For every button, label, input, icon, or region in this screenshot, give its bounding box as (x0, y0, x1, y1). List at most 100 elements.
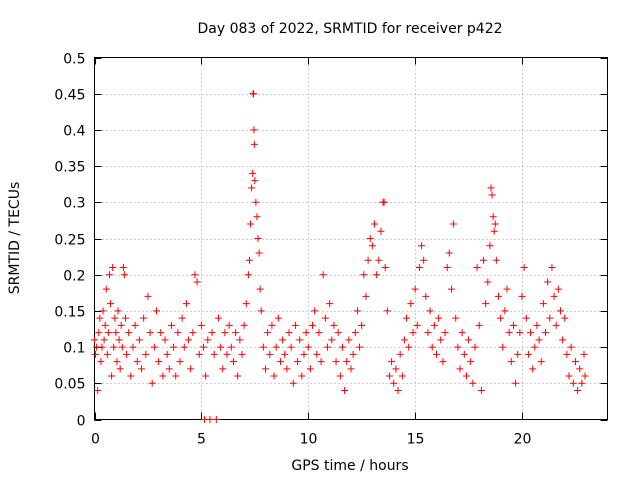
data-point (206, 416, 214, 423)
data-point (315, 329, 323, 337)
data-point (99, 307, 107, 315)
data-point (343, 358, 351, 366)
data-point (491, 220, 499, 228)
data-point (113, 358, 121, 366)
data-point (140, 314, 148, 322)
data-point (581, 372, 589, 380)
data-point (182, 300, 190, 308)
data-point (255, 249, 263, 257)
data-point (424, 329, 432, 337)
data-point (385, 372, 393, 380)
data-point (398, 372, 406, 380)
data-point (499, 343, 507, 351)
data-point (117, 321, 125, 329)
data-point (114, 307, 122, 315)
data-point (501, 307, 509, 315)
data-point (336, 372, 344, 380)
data-point (150, 343, 158, 351)
data-point (578, 379, 586, 387)
data-point (285, 329, 293, 337)
data-point (447, 285, 455, 293)
data-point (238, 350, 246, 358)
y-tick-label: 0.3 (63, 196, 85, 212)
data-point (514, 350, 522, 358)
data-point (234, 372, 242, 380)
data-point (497, 314, 505, 322)
data-point (107, 300, 115, 308)
data-point (535, 336, 543, 344)
data-point (503, 285, 511, 293)
data-point (253, 213, 261, 221)
x-tick-label: 0 (91, 432, 100, 448)
data-point (418, 242, 426, 250)
data-point (443, 263, 451, 271)
data-point (507, 358, 515, 366)
data-point (489, 213, 497, 221)
data-point (338, 343, 346, 351)
data-point (92, 350, 100, 358)
data-point (347, 365, 355, 373)
data-point (420, 256, 428, 264)
data-point (332, 358, 340, 366)
data-point (537, 358, 545, 366)
data-point (227, 343, 235, 351)
data-point (274, 314, 282, 322)
data-point (473, 263, 481, 271)
data-point (210, 350, 218, 358)
data-point (428, 343, 436, 351)
data-point (187, 365, 195, 373)
data-point (345, 336, 353, 344)
data-point (475, 321, 483, 329)
data-point (542, 329, 550, 337)
data-point (341, 387, 349, 395)
data-point (392, 365, 400, 373)
data-point (96, 314, 104, 322)
data-point (250, 90, 258, 98)
data-point (283, 365, 291, 373)
y-tick-label: 0.2 (63, 269, 85, 285)
data-point (571, 358, 579, 366)
data-point (138, 365, 146, 373)
data-point (445, 249, 453, 257)
data-point (396, 350, 404, 358)
axis-ticks: 0 0.05 0.1 0.15 0.2 0.25 0.3 0.35 0.4 0.45 0.5 0 5 10… (54, 52, 608, 448)
data-point (330, 321, 338, 329)
y-tick-label: 0.4 (63, 124, 85, 140)
data-point (172, 372, 180, 380)
x-tick-label: 20 (514, 432, 532, 448)
data-point (133, 358, 141, 366)
data-point (112, 329, 120, 337)
data-point (170, 343, 178, 351)
data-point (242, 300, 250, 308)
data-point (439, 358, 447, 366)
data-point (552, 321, 560, 329)
data-point (353, 307, 361, 315)
data-point (426, 307, 434, 315)
data-point (244, 271, 252, 279)
data-point (554, 285, 562, 293)
data-point (108, 372, 116, 380)
data-point (161, 336, 169, 344)
data-point (559, 336, 567, 344)
data-point (296, 336, 304, 344)
data-point (400, 336, 408, 344)
data-point (129, 343, 137, 351)
data-point (229, 358, 237, 366)
data-point (454, 343, 462, 351)
data-point (465, 336, 473, 344)
data-point (480, 256, 488, 264)
data-point (407, 300, 415, 308)
data-point (556, 307, 564, 315)
data-point (127, 372, 135, 380)
plot-frame (94, 57, 608, 420)
grid-lines (94, 57, 608, 420)
data-point (460, 350, 468, 358)
data-point (413, 321, 421, 329)
data-point (251, 177, 259, 185)
data-point (249, 169, 257, 177)
data-point (462, 372, 470, 380)
data-point (266, 350, 274, 358)
y-tick-label: 0.25 (54, 233, 85, 249)
data-point (452, 314, 460, 322)
data-point (302, 329, 310, 337)
